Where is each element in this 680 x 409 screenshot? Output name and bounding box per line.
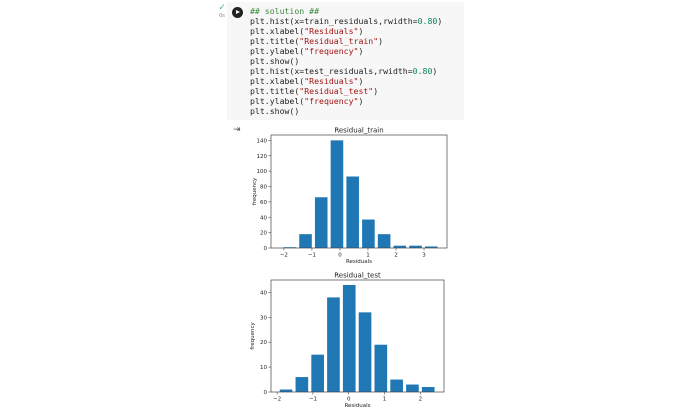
code-token: ## solution ## bbox=[250, 6, 320, 16]
histogram-bar bbox=[377, 234, 391, 248]
code-token: ) bbox=[358, 96, 364, 106]
output-icon[interactable]: ⇥ bbox=[233, 125, 241, 135]
histogram-bar bbox=[295, 377, 309, 392]
check-icon: ✓ bbox=[218, 3, 226, 13]
code-token: 0.80 bbox=[412, 66, 433, 76]
x-axis-label: Residuals bbox=[346, 259, 372, 265]
plot-frame bbox=[270, 279, 445, 393]
y-tick-label: 0 bbox=[264, 246, 268, 252]
code-token: "Residual_train" bbox=[299, 36, 379, 46]
code-line: plt.xlabel("Residuals") bbox=[250, 26, 442, 36]
histogram-bar bbox=[374, 344, 388, 392]
code-token: plt.xlabel( bbox=[250, 26, 305, 36]
histogram-bar bbox=[330, 140, 344, 248]
code-token: "frequency" bbox=[304, 46, 359, 56]
code-token: plt.show() bbox=[250, 106, 300, 116]
histogram-bar bbox=[311, 354, 324, 392]
code-cell[interactable] bbox=[227, 2, 464, 120]
histogram-bar bbox=[362, 219, 375, 248]
histogram-bar bbox=[299, 234, 312, 248]
y-tick-label: 60 bbox=[260, 200, 267, 206]
histogram-bar bbox=[346, 176, 359, 248]
code-line: ## solution ## bbox=[250, 6, 442, 16]
code-token: plt.title( bbox=[250, 86, 300, 96]
code-token: plt.hist(x=test_residuals,rwidth= bbox=[250, 66, 413, 76]
y-tick-label: 40 bbox=[260, 215, 267, 221]
y-tick-label: 140 bbox=[257, 138, 268, 144]
code-line: plt.title("Residual_test") bbox=[250, 86, 442, 96]
x-axis-label: Residuals bbox=[344, 403, 370, 409]
x-tick-label: −2 bbox=[273, 397, 281, 403]
y-axis-label: frequency bbox=[250, 321, 256, 349]
code-line: plt.ylabel("frequency") bbox=[250, 46, 442, 56]
code-token: plt.xlabel( bbox=[250, 76, 305, 86]
y-tick-label: 40 bbox=[260, 290, 267, 296]
code-token: ) bbox=[432, 66, 438, 76]
y-tick-label: 100 bbox=[257, 169, 268, 175]
code-editor[interactable]: ## solution ## plt.hist(x=train_residuals… bbox=[250, 6, 442, 116]
histogram-bar bbox=[327, 297, 340, 392]
code-token: plt.show() bbox=[250, 56, 300, 66]
x-tick-label: 2 bbox=[394, 253, 398, 259]
code-token: plt.ylabel( bbox=[250, 46, 305, 56]
histogram-bar bbox=[421, 387, 435, 392]
code-token: plt.hist(x=train_residuals,rwidth= bbox=[250, 16, 418, 26]
y-tick-label: 30 bbox=[260, 315, 267, 321]
code-token: plt.title( bbox=[250, 36, 300, 46]
x-tick-label: 2 bbox=[419, 397, 423, 403]
code-token: ) bbox=[358, 46, 364, 56]
histogram-bar bbox=[390, 379, 403, 392]
x-tick-label: 3 bbox=[422, 253, 426, 259]
code-line: plt.ylabel("frequency") bbox=[250, 96, 442, 106]
code-token: 0.80 bbox=[417, 16, 438, 26]
y-tick-label: 20 bbox=[260, 340, 267, 346]
run-cell-button[interactable] bbox=[232, 7, 243, 18]
plot-frame bbox=[270, 134, 448, 249]
code-token: ) bbox=[378, 36, 384, 46]
code-line: plt.hist(x=train_residuals,rwidth=0.80) bbox=[250, 16, 442, 26]
y-tick-label: 80 bbox=[260, 185, 267, 191]
code-token: ) bbox=[358, 76, 364, 86]
x-tick-label: 1 bbox=[366, 253, 370, 259]
x-tick-label: −1 bbox=[308, 253, 316, 259]
y-tick-label: 10 bbox=[260, 365, 267, 371]
y-axis-label: frequency bbox=[252, 177, 258, 205]
code-token: "Residuals" bbox=[304, 76, 359, 86]
histogram-bar bbox=[342, 284, 356, 392]
histogram-bar bbox=[314, 197, 328, 248]
x-tick-label: 0 bbox=[338, 253, 342, 259]
histogram-bar bbox=[425, 246, 438, 248]
code-line: plt.xlabel("Residuals") bbox=[250, 76, 442, 86]
histogram-bar bbox=[406, 384, 419, 392]
cell-status: ✓ 0s bbox=[215, 3, 229, 20]
x-tick-label: 0 bbox=[347, 397, 351, 403]
y-tick-label: 120 bbox=[257, 154, 268, 160]
x-tick-label: −1 bbox=[309, 397, 317, 403]
chart-title: Residual_test bbox=[334, 272, 381, 280]
code-token: ) bbox=[437, 16, 443, 26]
y-tick-label: 0 bbox=[264, 390, 268, 396]
code-token: plt.ylabel( bbox=[250, 96, 305, 106]
histogram-bar bbox=[393, 245, 407, 248]
code-line: plt.hist(x=test_residuals,rwidth=0.80) bbox=[250, 66, 442, 76]
x-tick-label: 1 bbox=[383, 397, 387, 403]
code-line: plt.show() bbox=[250, 56, 442, 66]
histogram-bar bbox=[358, 312, 372, 392]
y-tick-label: 20 bbox=[260, 231, 267, 237]
histogram-bar bbox=[283, 247, 297, 248]
code-token: ) bbox=[358, 26, 364, 36]
histogram-bar bbox=[279, 389, 293, 392]
code-token: "frequency" bbox=[304, 96, 359, 106]
x-tick-label: −2 bbox=[280, 253, 288, 259]
code-token: "Residual_test" bbox=[299, 86, 374, 96]
code-line: plt.title("Residual_train") bbox=[250, 36, 442, 46]
code-token: "Residuals" bbox=[304, 26, 359, 36]
histogram-bar bbox=[409, 245, 422, 248]
chart-title: Residual_train bbox=[334, 127, 383, 135]
code-line: plt.show() bbox=[250, 106, 442, 116]
code-token: ) bbox=[373, 86, 379, 96]
